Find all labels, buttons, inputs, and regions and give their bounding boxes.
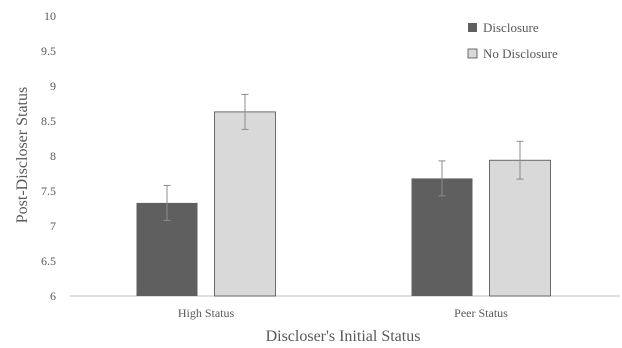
bar-no-disclosure-peer-status <box>489 159 551 297</box>
y-axis-title: Post-Discloser Status <box>14 87 31 223</box>
bar-no-disclosure-high-status <box>214 111 276 297</box>
y-tick-label: 10 <box>44 9 56 23</box>
legend-swatch-disclosure <box>468 23 477 32</box>
legend-label-disclosure: Disclosure <box>483 20 539 35</box>
bar-disclosure-peer-status <box>411 178 473 296</box>
x-tick-label-peer-status: Peer Status <box>454 306 508 320</box>
x-axis-title: Discloser's Initial Status <box>266 328 421 345</box>
y-tick-label: 7.5 <box>41 184 56 198</box>
error-bars-group <box>163 93 524 221</box>
legend-label-no-disclosure: No Disclosure <box>483 46 558 61</box>
y-tick-label: 8 <box>50 149 56 163</box>
y-axis-tick-labels: 6 6.5 7 7.5 8 8.5 9 9.5 10 <box>41 9 56 303</box>
legend-swatch-no-disclosure <box>467 48 478 59</box>
x-tick-label-high-status: High Status <box>178 306 235 320</box>
y-tick-label: 9.5 <box>41 44 56 58</box>
y-tick-label: 6 <box>50 289 56 303</box>
y-tick-label: 6.5 <box>41 254 56 268</box>
legend: Disclosure No Disclosure <box>467 20 558 61</box>
bars-group <box>136 111 551 297</box>
y-tick-label: 8.5 <box>41 114 56 128</box>
x-axis-tick-labels: High Status Peer Status <box>178 306 508 320</box>
y-tick-label: 7 <box>50 219 56 233</box>
y-tick-label: 9 <box>50 79 56 93</box>
